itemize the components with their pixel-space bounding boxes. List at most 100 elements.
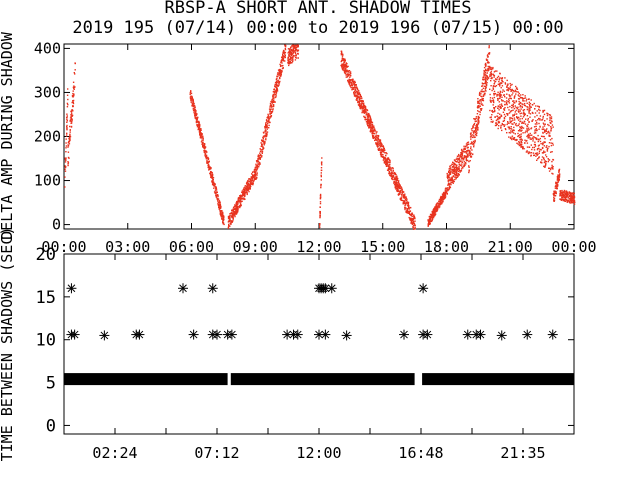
top-data-point bbox=[363, 110, 366, 113]
top-xtick-label: 12:00 bbox=[296, 238, 341, 256]
top-data-point bbox=[528, 111, 530, 113]
top-data-point bbox=[270, 112, 272, 115]
top-data-point bbox=[192, 108, 194, 110]
top-data-point bbox=[263, 143, 265, 145]
top-data-point bbox=[459, 159, 461, 161]
top-data-point bbox=[436, 203, 438, 205]
top-data-point bbox=[251, 173, 253, 175]
top-data-point bbox=[476, 128, 478, 130]
top-data-point bbox=[243, 189, 245, 191]
top-data-point bbox=[381, 153, 383, 156]
top-data-point bbox=[526, 125, 529, 128]
top-data-point bbox=[389, 174, 391, 176]
top-data-point bbox=[67, 163, 69, 165]
top-data-point bbox=[485, 87, 487, 89]
top-data-point bbox=[453, 167, 456, 170]
top-data-point bbox=[446, 193, 448, 195]
top-data-point bbox=[446, 190, 449, 192]
top-data-point bbox=[219, 208, 221, 210]
top-data-point bbox=[218, 204, 220, 207]
top-data-point bbox=[375, 142, 377, 145]
top-data-point bbox=[513, 129, 515, 132]
top-data-point bbox=[441, 201, 443, 204]
top-data-point bbox=[544, 123, 546, 125]
top-data-point bbox=[524, 97, 527, 99]
top-data-point bbox=[364, 116, 367, 118]
top-data-point bbox=[379, 149, 381, 151]
top-data-point bbox=[401, 194, 403, 196]
top-data-point bbox=[253, 179, 255, 181]
top-data-point bbox=[560, 199, 563, 201]
top-data-point bbox=[265, 122, 267, 124]
top-data-point bbox=[444, 188, 447, 190]
top-data-point bbox=[363, 107, 365, 109]
top-data-point bbox=[254, 168, 256, 171]
top-data-point bbox=[395, 181, 397, 184]
top-data-point bbox=[257, 159, 259, 161]
top-data-point bbox=[491, 109, 494, 112]
top-data-point bbox=[495, 124, 498, 126]
top-data-point bbox=[474, 139, 476, 142]
top-data-point bbox=[559, 190, 562, 192]
top-data-point bbox=[527, 118, 529, 120]
top-data-point bbox=[501, 96, 503, 98]
top-data-point bbox=[488, 77, 490, 79]
top-data-point bbox=[524, 105, 527, 107]
top-data-point bbox=[440, 195, 442, 198]
top-data-point bbox=[200, 137, 203, 139]
top-data-point bbox=[205, 154, 208, 157]
top-data-point bbox=[344, 72, 346, 74]
top-data-point bbox=[404, 193, 406, 195]
top-data-point bbox=[369, 126, 371, 129]
top-data-point bbox=[244, 187, 247, 189]
top-data-point bbox=[432, 209, 435, 211]
top-data-point bbox=[458, 158, 460, 160]
top-data-point bbox=[524, 142, 526, 144]
top-data-point bbox=[453, 171, 455, 173]
top-data-point bbox=[408, 206, 410, 209]
top-data-point bbox=[475, 125, 477, 127]
top-data-point bbox=[72, 96, 74, 98]
top-data-point bbox=[512, 89, 515, 92]
top-data-point bbox=[406, 198, 408, 200]
top-data-point bbox=[369, 121, 372, 123]
top-data-point bbox=[533, 136, 535, 138]
top-data-point bbox=[296, 49, 299, 52]
top-data-point bbox=[207, 158, 209, 160]
top-data-point bbox=[515, 109, 517, 112]
top-data-point bbox=[218, 200, 221, 202]
top-data-point bbox=[271, 99, 273, 101]
top-data-point bbox=[500, 127, 502, 129]
top-data-point bbox=[484, 88, 486, 90]
top-data-point bbox=[209, 172, 211, 175]
top-data-point bbox=[444, 192, 446, 195]
top-data-point bbox=[355, 87, 358, 89]
top-data-point bbox=[219, 206, 221, 208]
top-data-point bbox=[73, 88, 75, 90]
top-data-point bbox=[504, 96, 506, 98]
top-data-point bbox=[554, 187, 557, 189]
top-data-point bbox=[281, 71, 283, 73]
top-data-point bbox=[487, 68, 489, 70]
top-data-point bbox=[512, 132, 515, 134]
top-data-point bbox=[495, 78, 497, 80]
top-data-point bbox=[541, 156, 544, 158]
top-data-point bbox=[551, 121, 553, 123]
top-data-point bbox=[200, 129, 202, 131]
top-data-point bbox=[466, 150, 468, 152]
top-data-point bbox=[512, 119, 514, 121]
top-data-point bbox=[366, 109, 368, 111]
top-data-point bbox=[455, 158, 457, 161]
top-data-point bbox=[366, 112, 368, 114]
top-data-point bbox=[401, 189, 403, 191]
top-data-point bbox=[497, 75, 500, 78]
top-data-point bbox=[489, 75, 491, 77]
top-data-point bbox=[404, 199, 406, 202]
top-data-point bbox=[499, 82, 501, 85]
bottom-data-point bbox=[320, 283, 331, 294]
top-data-point bbox=[429, 213, 432, 216]
top-data-point bbox=[343, 61, 345, 63]
top-data-point bbox=[409, 214, 411, 216]
top-data-point bbox=[320, 186, 322, 189]
